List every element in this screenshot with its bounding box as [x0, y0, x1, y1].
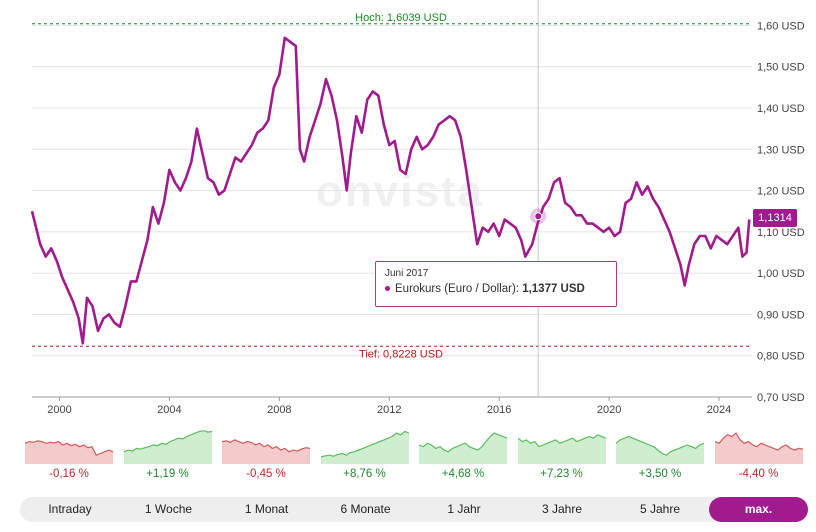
mini-chart-line [616, 435, 704, 456]
x-tick-label: 2000 [47, 404, 71, 416]
mini-chart-graph [714, 432, 803, 464]
y-tick-label: 1,30 USD [757, 144, 805, 156]
tab-3-jahre[interactable]: 3 Jahre [541, 502, 583, 516]
y-tick-label: 1,50 USD [757, 62, 805, 74]
y-axis: 0,70 USD 0,80 USD 0,90 USD 1,00 USD 1,10 USD… [757, 20, 805, 404]
mini-chart-change: -4,40 % [738, 468, 779, 480]
grid [32, 24, 752, 398]
y-tick-label: 1,40 USD [757, 103, 805, 115]
x-tick-label: 2008 [267, 404, 291, 416]
mini-chart-5[interactable]: +4,68 % [419, 426, 507, 484]
mini-chart-graph [419, 432, 507, 464]
price-chart[interactable]: onvista 0,70 USD 0,80 USD 0,90 USD 1,00 USD… [0, 0, 816, 420]
mini-chart-area [419, 433, 507, 464]
mini-chart-line [123, 430, 212, 453]
mini-chart-line [419, 432, 507, 453]
mini-chart-area [25, 440, 113, 464]
low-label: Tief: 0,8228 USD [359, 348, 443, 360]
mini-chart-4[interactable]: +8,76 % [320, 426, 409, 484]
mini-chart-line [222, 439, 310, 453]
y-tick-label: 1,00 USD [757, 268, 805, 280]
y-tick-label: 1,10 USD [757, 227, 805, 239]
tab-max[interactable]: max. [709, 497, 808, 522]
mini-chart-change: -0,45 % [246, 468, 286, 480]
mini-chart-change: +4,68 % [441, 468, 485, 480]
mini-chart-7[interactable]: +3,50 % [616, 426, 704, 484]
mini-chart-graph [123, 430, 212, 464]
mini-chart-graph [517, 434, 606, 464]
y-tick-label: 1,20 USD [757, 186, 805, 198]
hover-point[interactable] [534, 212, 543, 221]
mini-chart-change: +3,50 % [638, 468, 682, 480]
mini-chart-graph [25, 440, 113, 464]
mini-chart-change: -0,16 % [49, 468, 89, 480]
tab-intraday[interactable]: Intraday [48, 502, 92, 516]
mini-chart-change: +7,23 % [540, 468, 583, 480]
mini-chart-line [517, 434, 606, 448]
mini-chart-area [123, 430, 212, 464]
tooltip-series-label: Eurokurs (Euro / Dollar): [395, 283, 519, 295]
high-label: Hoch: 1,6039 USD [355, 12, 447, 24]
mini-chart-change: +8,76 % [343, 468, 386, 480]
series-line-eurokurs[interactable] [30, 36, 751, 345]
mini-chart-graph [320, 430, 409, 464]
series-dot-icon [385, 286, 390, 292]
mini-chart-line [714, 432, 803, 451]
mini-chart-area [222, 439, 310, 464]
y-tick-label: 0,80 USD [757, 351, 805, 363]
mini-chart-graph [222, 439, 310, 464]
mini-chart-line [25, 440, 113, 456]
tab-1-woche[interactable]: 1 Woche [144, 502, 193, 516]
tooltip-row: Eurokurs (Euro / Dollar): 1,1377 USD [385, 283, 607, 295]
mini-chart-change: +1,19 % [146, 468, 189, 480]
x-tick-label: 2024 [707, 404, 731, 416]
tab-1-monat[interactable]: 1 Monat [244, 502, 289, 516]
x-tick-label: 2004 [157, 404, 181, 416]
watermark-logo: onvista [316, 167, 484, 216]
x-tick-label: 2016 [487, 404, 511, 416]
mini-chart-graph [616, 435, 704, 464]
mini-chart-area [616, 436, 704, 464]
y-tick-label: 0,90 USD [757, 309, 805, 321]
mini-chart-area [714, 433, 803, 464]
current-price-badge: 1,1314 [753, 209, 797, 227]
x-axis: 2000 2004 2008 2012 2016 2020 2024 [32, 396, 752, 416]
mini-chart-6[interactable]: +7,23 % [517, 426, 606, 484]
mini-chart-3[interactable]: -0,45 % [222, 426, 310, 484]
mini-chart-8[interactable]: -4,40 % [714, 426, 803, 484]
tooltip: Juni 2017 Eurokurs (Euro / Dollar): 1,13… [375, 261, 617, 307]
mini-chart-2[interactable]: +1,19 % [123, 426, 212, 484]
mini-chart-1[interactable]: -0,16 % [25, 426, 113, 484]
x-tick-label: 2012 [377, 404, 401, 416]
x-tick-label: 2020 [597, 404, 621, 416]
period-tabs: Intraday 1 Woche 1 Monat 6 Monate 1 Jahr… [20, 497, 808, 522]
tab-6-monate[interactable]: 6 Monate [340, 502, 391, 516]
mini-chart-area [517, 434, 606, 464]
tooltip-date: Juni 2017 [385, 268, 429, 279]
y-tick-label: 1,60 USD [757, 20, 805, 32]
mini-chart-line [320, 430, 409, 458]
tooltip-value: 1,1377 USD [522, 283, 585, 295]
tab-1-jahr[interactable]: 1 Jahr [447, 502, 481, 516]
y-tick-label: 0,70 USD [757, 392, 805, 404]
tab-5-jahre[interactable]: 5 Jahre [639, 502, 681, 516]
